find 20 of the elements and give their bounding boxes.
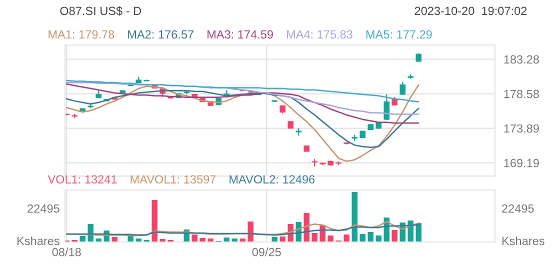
text: MAVOL1: 13597 bbox=[130, 175, 216, 184]
text: MA2: 176.57 bbox=[128, 30, 194, 39]
y-tick-label: 169.19 bbox=[504, 158, 539, 168]
text: MA1: 179.78 bbox=[48, 30, 114, 39]
text: VOL1: 13241 bbox=[48, 175, 117, 184]
text: Kshares bbox=[502, 236, 544, 246]
text: 22495 bbox=[28, 204, 60, 213]
text: MAVOL2: 12496 bbox=[230, 175, 315, 184]
text: MA4: 175.83 bbox=[286, 30, 352, 39]
text: 22495 bbox=[502, 204, 534, 213]
chart-title: O87.SI US$ - D bbox=[60, 6, 142, 16]
text: Kshares bbox=[18, 236, 60, 246]
text: MA5: 177.29 bbox=[366, 30, 432, 39]
y-tick-label: 178.58 bbox=[504, 90, 539, 98]
text: MA3: 174.59 bbox=[208, 30, 273, 39]
y-tick-label: 183.28 bbox=[504, 55, 539, 64]
text: 2023-10-20 19:07:02 bbox=[414, 6, 527, 16]
y-tick-label: 173.89 bbox=[504, 124, 539, 133]
x-tick-label: 08/18 bbox=[52, 248, 81, 256]
x-tick-label: 09/25 bbox=[252, 248, 281, 256]
